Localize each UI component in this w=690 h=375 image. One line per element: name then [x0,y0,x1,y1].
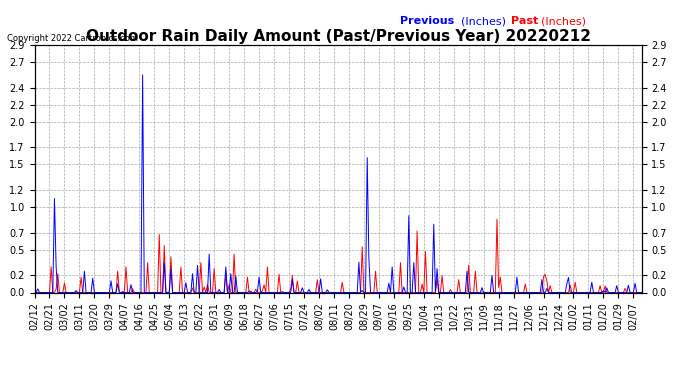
Text: Copyright 2022 Cartronics.com: Copyright 2022 Cartronics.com [7,34,138,43]
Text: (Inches): (Inches) [541,16,586,26]
Text: Previous: Previous [400,16,455,26]
Title: Outdoor Rain Daily Amount (Past/Previous Year) 20220212: Outdoor Rain Daily Amount (Past/Previous… [86,29,591,44]
Text: Past: Past [511,16,538,26]
Text: (Inches): (Inches) [461,16,506,26]
